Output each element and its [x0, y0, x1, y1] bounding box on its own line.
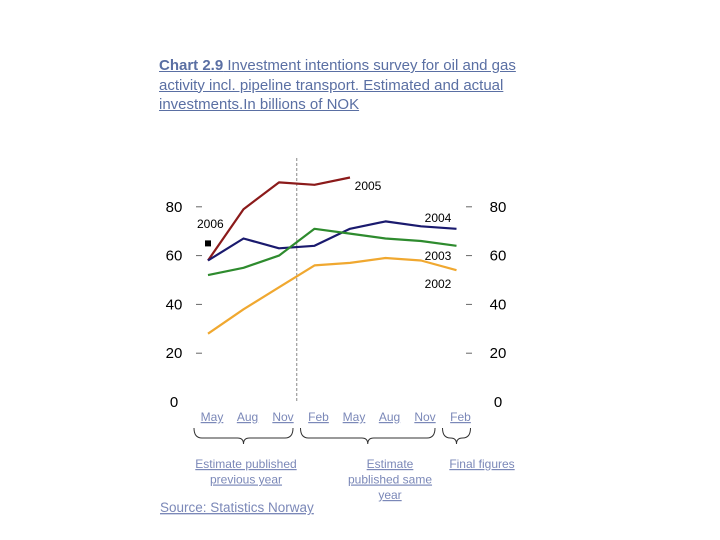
xtick-label: Nov	[272, 410, 293, 424]
xtick-label: Feb	[308, 410, 329, 424]
series-2004-line	[207, 220, 457, 262]
ytick-left-label: 0	[170, 394, 178, 411]
series-2003-line	[207, 227, 457, 277]
xtick-label: May	[201, 410, 224, 424]
xtick-label: May	[343, 410, 366, 424]
ytick-right-label: 60	[490, 248, 507, 265]
ytick-left-label: 40	[166, 296, 183, 313]
ytick-right-label: 0	[494, 394, 502, 411]
group-brace	[442, 427, 471, 445]
series-label-2006: 2006	[197, 217, 224, 231]
ytick-right-label: 20	[490, 345, 507, 362]
group-note: Final figures	[449, 457, 514, 471]
group-note: Estimate published previous year	[195, 457, 296, 487]
series-label-2004: 2004	[425, 211, 452, 225]
xtick-label: Feb	[450, 410, 471, 424]
group-brace	[300, 427, 436, 445]
xtick-label: Aug	[379, 410, 400, 424]
ytick-left-label: 20	[166, 345, 183, 362]
ytick-left-label: 60	[166, 248, 183, 265]
series-label-2003: 2003	[425, 249, 452, 263]
ytick-left-label: 80	[166, 199, 183, 216]
chart-title: Chart 2.9 Investment intentions survey f…	[159, 57, 516, 113]
xtick-label: Nov	[414, 410, 435, 424]
series-2006-marker	[205, 240, 211, 247]
ytick-right-label: 80	[490, 199, 507, 216]
ytick-right-label: 40	[490, 296, 507, 313]
series-label-2002: 2002	[425, 277, 452, 291]
xtick-label: Aug	[237, 410, 258, 424]
series-2002-line	[207, 256, 457, 335]
group-brace	[193, 427, 294, 445]
source-note: Source: Statistics Norway	[160, 500, 314, 515]
group-note: Estimate published same year	[348, 457, 432, 502]
series-label-2005: 2005	[355, 179, 382, 193]
series-2005-line	[207, 176, 351, 262]
